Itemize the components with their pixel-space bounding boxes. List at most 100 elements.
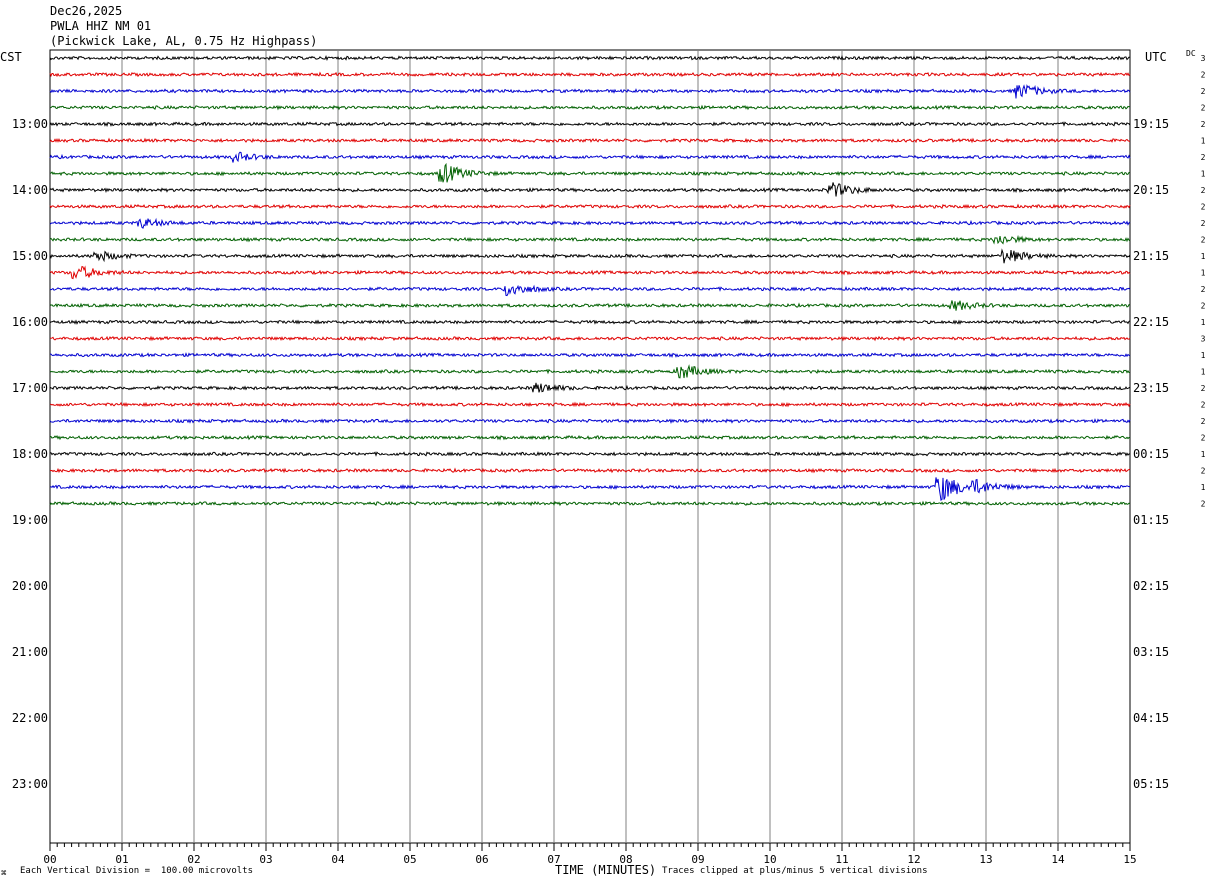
seismic-trace	[49, 450, 1131, 457]
dc-value: 1	[1201, 368, 1206, 377]
seismic-trace	[49, 137, 1131, 144]
seismic-trace	[49, 382, 1131, 393]
dc-value: 2	[1201, 500, 1206, 509]
seismic-trace	[49, 234, 1131, 245]
seismic-trace	[49, 284, 1131, 297]
x-tick-label: 14	[1051, 853, 1065, 866]
dc-value: 2	[1201, 236, 1206, 245]
seismic-trace	[49, 335, 1131, 342]
dc-value: 2	[1201, 384, 1206, 393]
seismic-trace	[49, 467, 1131, 474]
x-tick-label: 13	[979, 853, 992, 866]
x-tick-label: 15	[1123, 853, 1136, 866]
dc-value: 2	[1201, 219, 1206, 228]
right-hour-label: 20:15	[1133, 183, 1169, 197]
right-hour-label: 04:15	[1133, 711, 1169, 725]
right-hour-label: 02:15	[1133, 579, 1169, 593]
dc-value: 2	[1201, 285, 1206, 294]
seismic-trace	[49, 352, 1131, 359]
dc-value: 1	[1201, 483, 1206, 492]
dc-value: 2	[1201, 87, 1206, 96]
left-hour-label: 13:00	[12, 117, 48, 131]
seismic-trace	[49, 151, 1131, 163]
seismic-trace	[49, 248, 1131, 264]
left-hour-label: 16:00	[12, 315, 48, 329]
right-hour-label: 21:15	[1133, 249, 1169, 263]
left-hour-label: 14:00	[12, 183, 48, 197]
right-hour-label: 01:15	[1133, 513, 1169, 527]
dc-value: 2	[1201, 302, 1206, 311]
x-tick-label: 09	[691, 853, 704, 866]
dc-value: 2	[1201, 153, 1206, 162]
seismic-trace	[49, 182, 1131, 197]
dc-value: 2	[1201, 120, 1206, 129]
seismic-trace	[49, 104, 1131, 111]
x-tick-label: 08	[619, 853, 632, 866]
seismic-trace	[49, 121, 1131, 128]
dc-value: 1	[1201, 450, 1206, 459]
dc-value: 1	[1201, 252, 1206, 261]
dc-value: 1	[1201, 137, 1206, 146]
seismic-trace	[49, 418, 1131, 424]
x-tick-label: 02	[187, 853, 200, 866]
seismic-trace	[49, 500, 1131, 507]
left-hour-label: 19:00	[12, 513, 48, 527]
dc-value: 2	[1201, 434, 1206, 443]
right-timezone-label: UTC	[1145, 50, 1167, 64]
x-tick-label: 10	[763, 853, 776, 866]
dc-value: 3	[1201, 54, 1206, 63]
x-tick-label: 06	[475, 853, 488, 866]
dc-value: 2	[1201, 417, 1206, 426]
seismic-trace	[49, 318, 1131, 325]
x-tick-label: 07	[547, 853, 560, 866]
x-tick-label: 01	[115, 853, 128, 866]
header-location: (Pickwick Lake, AL, 0.75 Hz Highpass)	[50, 34, 318, 48]
dc-value: 1	[1201, 170, 1206, 179]
x-tick-label: 05	[403, 853, 416, 866]
seismic-trace	[49, 217, 1131, 229]
x-tick-label: 11	[835, 853, 848, 866]
dc-value: 1	[1201, 318, 1206, 327]
seismic-trace	[49, 71, 1131, 78]
seismic-trace	[49, 477, 1131, 501]
dc-value: 2	[1201, 186, 1206, 195]
left-timezone-label: CST	[0, 50, 22, 64]
seismic-trace	[49, 203, 1131, 210]
right-hour-label: 19:15	[1133, 117, 1169, 131]
corner-logo-mark: ⌘	[1, 869, 7, 879]
left-hour-label: 15:00	[12, 249, 48, 263]
header-date: Dec26,2025	[50, 4, 123, 18]
right-hour-label: 03:15	[1133, 645, 1169, 659]
scale-note: Each Vertical Division = 100.00 microvol…	[20, 866, 253, 876]
seismic-trace	[49, 364, 1131, 379]
left-hour-label: 20:00	[12, 579, 48, 593]
clip-note: Traces clipped at plus/minus 5 vertical …	[662, 866, 928, 876]
x-tick-label: 00	[43, 853, 56, 866]
seismic-trace	[49, 162, 1131, 183]
right-hour-label: 00:15	[1133, 447, 1169, 461]
right-hour-label: 22:15	[1133, 315, 1169, 329]
x-tick-label: 03	[259, 853, 272, 866]
right-hour-label: 05:15	[1133, 777, 1169, 791]
dc-value: 1	[1201, 351, 1206, 360]
dc-label: DC	[1186, 49, 1196, 58]
seismic-trace	[49, 54, 1131, 62]
x-axis-title: TIME (MINUTES)	[555, 863, 657, 877]
dc-value: 1	[1201, 269, 1206, 278]
dc-value: 2	[1201, 401, 1206, 410]
plot-frame	[49, 49, 1131, 844]
header-station: PWLA HHZ NM 01	[50, 19, 152, 33]
left-hour-label: 21:00	[12, 645, 48, 659]
seismic-trace	[49, 434, 1131, 441]
x-tick-label: 12	[907, 853, 920, 866]
seismic-trace	[49, 300, 1131, 311]
right-hour-label: 23:15	[1133, 381, 1169, 395]
dc-value: 2	[1201, 467, 1206, 476]
dc-value: 2	[1201, 203, 1206, 212]
dc-value: 2	[1201, 104, 1206, 113]
seismic-trace	[49, 401, 1131, 408]
left-hour-label: 18:00	[12, 447, 48, 461]
left-hour-label: 17:00	[12, 381, 48, 395]
seismic-trace	[49, 84, 1131, 99]
